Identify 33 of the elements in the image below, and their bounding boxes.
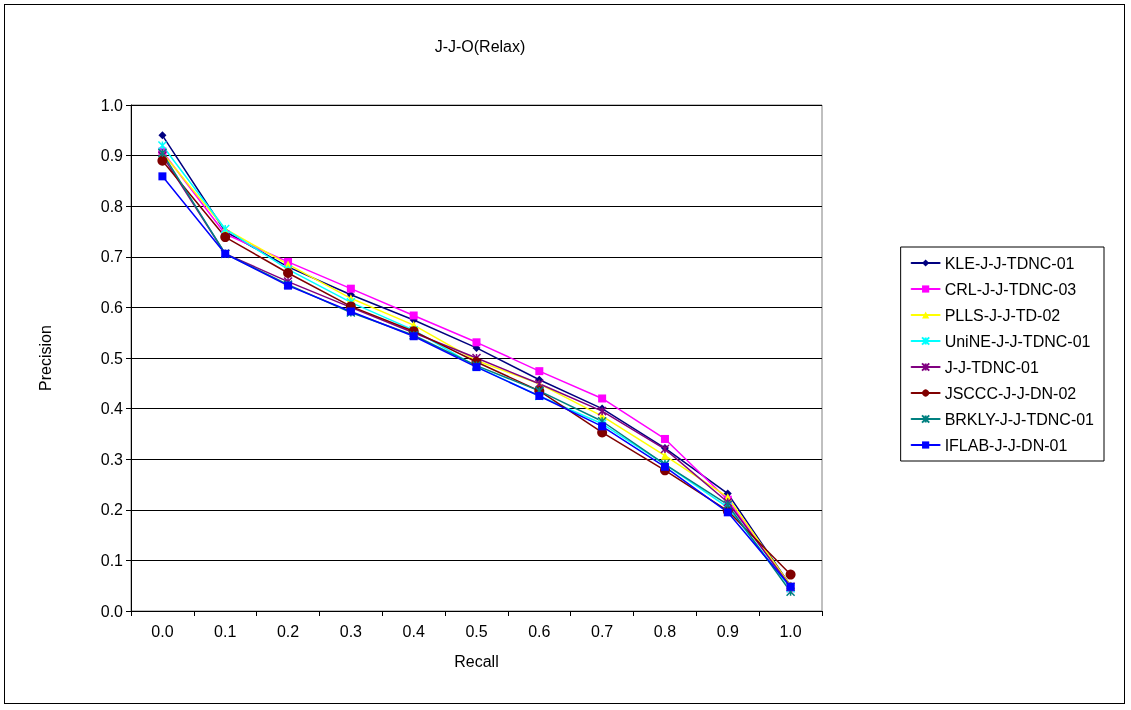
legend-label: KLE-J-J-TDNC-01	[944, 254, 1075, 272]
x-tick-label: 0.6	[528, 622, 551, 640]
x-tick-label: 0.3	[339, 622, 363, 640]
y-tick-label: 1.0	[100, 96, 124, 114]
legend-label: PLLS-J-J-TD-02	[944, 306, 1061, 324]
y-tick-label: 0.9	[100, 147, 124, 165]
x-tick-label: 0.9	[716, 622, 739, 640]
y-tick-label: 0.8	[100, 197, 124, 215]
legend-label: CRL-J-J-TDNC-03	[944, 280, 1077, 298]
legend-label: BRKLY-J-J-TDNC-01	[944, 410, 1095, 428]
y-tick-label: 0.7	[100, 248, 124, 266]
y-tick-label: 0.4	[100, 400, 124, 418]
y-tick-label: 0.2	[100, 501, 124, 519]
x-tick-label: 0.0	[151, 622, 174, 640]
y-tick-label: 0.0	[100, 602, 124, 620]
y-axis-title: Precision	[36, 325, 54, 391]
x-tick-label: 0.4	[402, 622, 425, 640]
x-tick-label: 0.8	[653, 622, 677, 640]
x-axis-title: Recall	[454, 652, 499, 670]
x-tick-label: 0.1	[214, 622, 237, 640]
x-tick-label: 1.0	[779, 622, 802, 640]
x-tick-label: 0.7	[591, 622, 614, 640]
y-tick-label: 0.1	[100, 551, 124, 569]
x-tick-label: 0.2	[276, 622, 300, 640]
chart-title: J-J-O(Relax)	[434, 37, 526, 55]
y-tick-label: 0.5	[100, 349, 124, 367]
legend-label: J-J-TDNC-01	[944, 358, 1039, 376]
x-tick-label: 0.5	[465, 622, 488, 640]
legend-label: JSCCC-J-J-DN-02	[944, 384, 1077, 402]
legend-label: UniNE-J-J-TDNC-01	[944, 332, 1091, 350]
legend-label: IFLAB-J-J-DN-01	[944, 436, 1068, 454]
y-tick-label: 0.6	[100, 298, 124, 316]
y-tick-label: 0.3	[100, 450, 124, 468]
